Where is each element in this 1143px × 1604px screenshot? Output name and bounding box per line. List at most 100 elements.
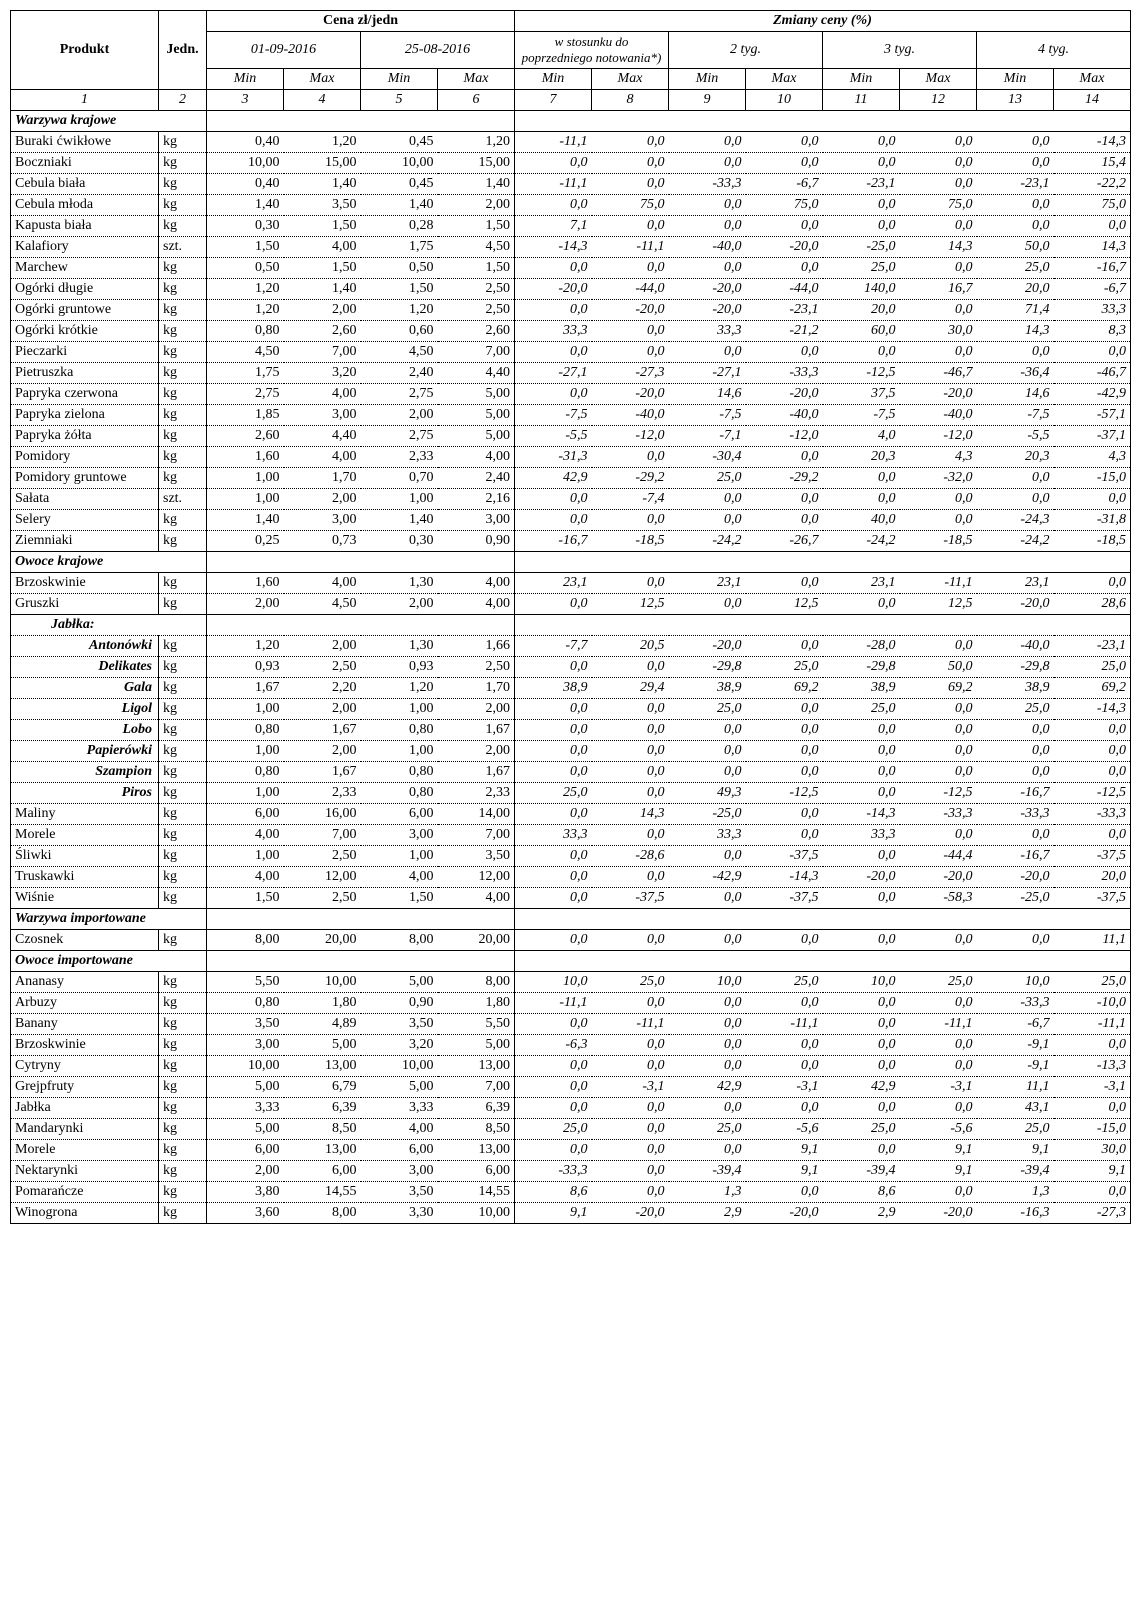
change-cell: -40,0 (746, 405, 823, 426)
change-cell: 20,0 (823, 300, 900, 321)
change-cell: -37,1 (1054, 426, 1131, 447)
section-title: Owoce krajowe (11, 552, 207, 573)
change-cell: 0,0 (592, 1140, 669, 1161)
price-cell: 1,20 (207, 636, 284, 657)
change-cell: 0,0 (669, 1014, 746, 1035)
price-cell: 5,50 (438, 1014, 515, 1035)
price-cell: 1,66 (438, 636, 515, 657)
price-cell: 8,50 (284, 1119, 361, 1140)
price-cell: 1,20 (207, 279, 284, 300)
price-cell: 1,85 (207, 405, 284, 426)
price-cell: 1,40 (361, 195, 438, 216)
product-name: Pietruszka (11, 363, 159, 384)
section-spacer (207, 951, 515, 972)
change-cell: 0,0 (592, 447, 669, 468)
product-unit: kg (159, 972, 207, 993)
section-title: Owoce importowane (11, 951, 207, 972)
change-cell: 0,0 (746, 447, 823, 468)
price-cell: 10,00 (284, 972, 361, 993)
price-cell: 8,00 (438, 972, 515, 993)
price-cell: 1,00 (207, 846, 284, 867)
product-unit: kg (159, 657, 207, 678)
price-cell: 1,67 (207, 678, 284, 699)
section-spacer (515, 111, 1131, 132)
price-cell: 20,00 (438, 930, 515, 951)
price-cell: 7,00 (438, 825, 515, 846)
change-cell: -26,7 (746, 531, 823, 552)
table-body: Warzywa krajoweBuraki ćwikłowekg0,401,20… (11, 111, 1131, 1224)
change-cell: 0,0 (669, 846, 746, 867)
product-unit: kg (159, 636, 207, 657)
change-cell: 0,0 (1054, 573, 1131, 594)
change-cell: 10,0 (669, 972, 746, 993)
change-cell: 14,6 (669, 384, 746, 405)
change-cell: 25,0 (977, 699, 1054, 720)
change-cell: -16,7 (515, 531, 592, 552)
change-cell: 23,1 (823, 573, 900, 594)
col-number: 13 (977, 90, 1054, 111)
product-name: Ziemniaki (11, 531, 159, 552)
price-cell: 1,40 (207, 195, 284, 216)
change-cell: 0,0 (1054, 1182, 1131, 1203)
change-cell: -29,8 (669, 657, 746, 678)
col-max: Max (438, 69, 515, 90)
change-cell: -57,1 (1054, 405, 1131, 426)
change-cell: -12,5 (900, 783, 977, 804)
col-min: Min (977, 69, 1054, 90)
change-cell: -12,0 (900, 426, 977, 447)
price-cell: 1,20 (284, 132, 361, 153)
change-cell: 0,0 (746, 153, 823, 174)
price-cell: 2,00 (284, 741, 361, 762)
change-cell: 0,0 (900, 741, 977, 762)
change-cell: 0,0 (900, 1182, 977, 1203)
price-cell: 8,00 (284, 1203, 361, 1224)
change-cell: -20,0 (669, 636, 746, 657)
product-unit: kg (159, 783, 207, 804)
change-cell: 0,0 (746, 216, 823, 237)
change-cell: -15,0 (1054, 1119, 1131, 1140)
change-cell: 50,0 (900, 657, 977, 678)
col-date1: 01-09-2016 (207, 32, 361, 69)
change-cell: -36,4 (977, 363, 1054, 384)
product-unit: kg (159, 216, 207, 237)
product-unit: kg (159, 531, 207, 552)
price-cell: 5,00 (361, 972, 438, 993)
col-max: Max (284, 69, 361, 90)
product-unit: szt. (159, 489, 207, 510)
price-cell: 3,00 (284, 510, 361, 531)
change-cell: -29,2 (592, 468, 669, 489)
change-cell: 11,1 (1054, 930, 1131, 951)
product-unit: kg (159, 132, 207, 153)
price-cell: 2,75 (207, 384, 284, 405)
price-cell: 2,33 (361, 447, 438, 468)
change-cell: 0,0 (1054, 825, 1131, 846)
change-cell: 0,0 (592, 762, 669, 783)
product-unit: kg (159, 1098, 207, 1119)
change-cell: 60,0 (823, 321, 900, 342)
change-cell: -11,1 (900, 1014, 977, 1035)
change-cell: -23,1 (977, 174, 1054, 195)
col-t3: 3 tyg. (823, 32, 977, 69)
change-cell: -33,3 (746, 363, 823, 384)
change-cell: 0,0 (823, 195, 900, 216)
change-cell: -7,4 (592, 489, 669, 510)
change-cell: 0,0 (746, 573, 823, 594)
cell-empty (515, 615, 1131, 636)
change-cell: 0,0 (823, 132, 900, 153)
price-cell: 0,40 (207, 132, 284, 153)
product-name: Papryka zielona (11, 405, 159, 426)
col-max: Max (1054, 69, 1131, 90)
price-cell: 2,50 (438, 279, 515, 300)
change-cell: 0,0 (669, 993, 746, 1014)
change-cell: 0,0 (515, 342, 592, 363)
change-cell: -20,0 (746, 384, 823, 405)
change-cell: -20,0 (900, 384, 977, 405)
price-cell: 4,00 (284, 573, 361, 594)
change-cell: 8,6 (823, 1182, 900, 1203)
price-cell: 3,00 (361, 825, 438, 846)
change-cell: -37,5 (592, 888, 669, 909)
price-cell: 2,20 (284, 678, 361, 699)
change-cell: -15,0 (1054, 468, 1131, 489)
price-cell: 1,70 (438, 678, 515, 699)
price-cell: 6,00 (207, 1140, 284, 1161)
